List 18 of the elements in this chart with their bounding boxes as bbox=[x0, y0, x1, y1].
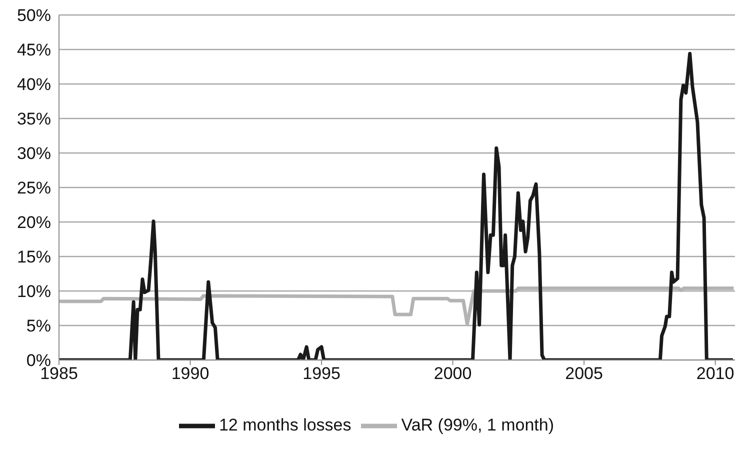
y-tick-label: 35% bbox=[16, 110, 51, 129]
y-tick-label: 20% bbox=[16, 213, 51, 232]
legend-label: VaR (99%, 1 month) bbox=[401, 415, 554, 434]
y-tick-label: 25% bbox=[16, 178, 51, 198]
y-tick-label: 40% bbox=[16, 75, 51, 94]
legend-label: 12 months losses bbox=[218, 415, 352, 434]
y-tick-label: 10% bbox=[16, 282, 51, 302]
y-tick-label: 5% bbox=[26, 316, 51, 336]
y-tick-label: 45% bbox=[16, 40, 51, 60]
y-tick-label: 30% bbox=[16, 144, 51, 164]
y-tick-label: 50% bbox=[16, 6, 51, 26]
x-tick-label: 2010 bbox=[696, 364, 734, 384]
y-tick-label: 15% bbox=[16, 248, 51, 267]
x-tick-label: 1995 bbox=[302, 364, 340, 384]
line-series bbox=[59, 286, 735, 326]
x-tick-label: 1990 bbox=[171, 364, 210, 384]
x-tick-label: 2005 bbox=[565, 364, 603, 384]
x-tick-label: 2000 bbox=[434, 364, 472, 384]
